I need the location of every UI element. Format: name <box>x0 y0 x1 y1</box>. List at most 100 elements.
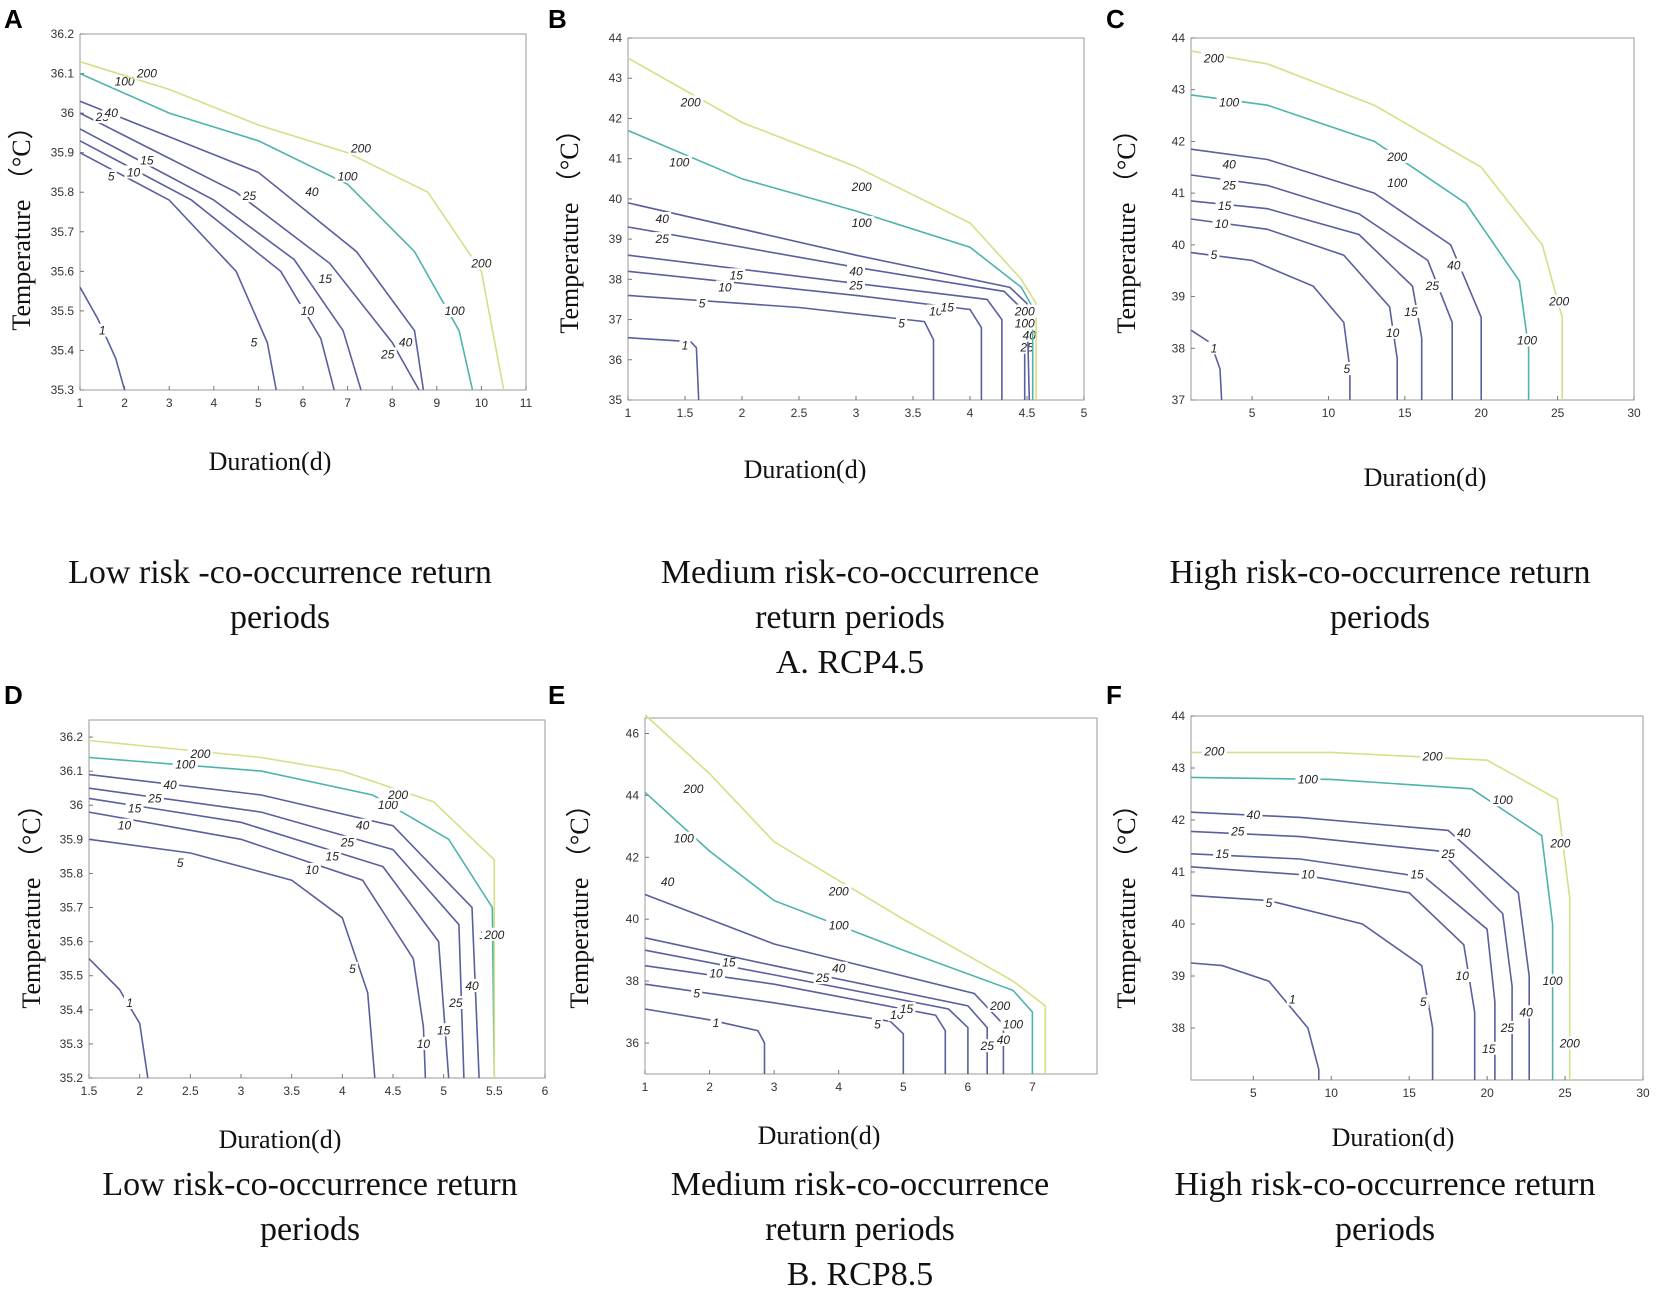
caption-C-line2: periods <box>1110 595 1650 640</box>
chart-panel-E: E1 2 3 4 5 6 736384042444615510101515252540404… <box>548 680 1097 1150</box>
y-tick-label: 41 <box>609 152 623 166</box>
caption-A-line1: Low risk -co-occurrence return <box>20 550 540 595</box>
x-axis-label-C: Duration(d) <box>1364 463 1487 492</box>
y-tick-label: 36.1 <box>60 764 84 778</box>
x-tick-label: 5 <box>900 1080 907 1094</box>
contour-label-100: 100 <box>445 304 465 318</box>
y-tick-label: 43 <box>1172 83 1186 97</box>
x-tick-label: 2.5 <box>791 406 808 420</box>
contour-label-10: 10 <box>1456 969 1470 983</box>
y-tick-label: 40 <box>609 192 623 206</box>
contour-label-40: 40 <box>1247 808 1261 822</box>
y-tick-label: 39 <box>1172 969 1186 983</box>
group-b-title: B. RCP8.5 <box>600 1252 1120 1297</box>
x-tick-label: 15 <box>1403 1086 1417 1100</box>
contour-label-1: 1 <box>682 339 689 353</box>
contour-label-100: 100 <box>1003 1017 1023 1031</box>
contour-label-200: 200 <box>989 999 1010 1013</box>
y-tick-label: 35.7 <box>60 901 84 915</box>
x-tick-label: 4 <box>967 406 974 420</box>
x-tick-label: 30 <box>1636 1086 1650 1100</box>
x-tick-label: 6 <box>542 1084 549 1098</box>
y-tick-label: 42 <box>609 111 623 125</box>
contour-label-200: 200 <box>1559 1037 1580 1051</box>
x-tick-label: 2.5 <box>182 1084 199 1098</box>
contour-label-100: 100 <box>338 169 358 183</box>
contour-label-15: 15 <box>1404 305 1418 319</box>
contour-label-100: 100 <box>669 156 689 170</box>
y-tick-label: 46 <box>626 726 640 740</box>
contour-label-15: 15 <box>900 1002 914 1016</box>
contour-label-100: 100 <box>1387 176 1407 190</box>
y-tick-label: 35.4 <box>51 343 75 357</box>
contour-label-100: 100 <box>1219 96 1239 110</box>
y-tick-label: 35.5 <box>51 304 75 318</box>
contour-label-200: 200 <box>1014 305 1035 319</box>
x-tick-label: 5 <box>1081 406 1088 420</box>
x-tick-label: 15 <box>1398 406 1412 420</box>
contour-label-25: 25 <box>1230 824 1245 838</box>
y-tick-label: 36 <box>70 798 84 812</box>
chart-panel-B: B1 1.5 2 2.5 3 3.5 4 4.5 53536373839404142434415… <box>548 4 1088 484</box>
y-axis-label-F: Temperature （°C） <box>1112 791 1141 1008</box>
x-tick-label: 4 <box>210 396 217 410</box>
y-tick-label: 36.2 <box>60 730 84 744</box>
y-tick-label: 35.3 <box>60 1037 84 1051</box>
x-tick-label: 1 <box>77 396 84 410</box>
x-tick-label: 5.5 <box>486 1084 503 1098</box>
y-tick-label: 42 <box>626 850 640 864</box>
x-tick-label: 5 <box>440 1084 447 1098</box>
contour-label-40: 40 <box>1457 826 1471 840</box>
contour-label-5: 5 <box>108 169 115 183</box>
contour-label-200: 200 <box>1422 750 1443 764</box>
plot-frame-A <box>80 34 526 390</box>
x-tick-label: 4 <box>339 1084 346 1098</box>
contour-label-15: 15 <box>326 849 340 863</box>
contour-label-40: 40 <box>1023 329 1037 343</box>
contour-label-40: 40 <box>105 106 119 120</box>
y-tick-label: 35.3 <box>51 383 75 397</box>
x-tick-label: 6 <box>300 396 307 410</box>
x-tick-label: 20 <box>1475 406 1489 420</box>
contour-label-5: 5 <box>349 962 356 976</box>
y-tick-label: 35.5 <box>60 969 84 983</box>
contour-label-200: 200 <box>1548 295 1569 309</box>
contour-label-200: 200 <box>136 67 157 81</box>
y-tick-label: 40 <box>1172 917 1186 931</box>
contour-label-100: 100 <box>1298 772 1318 786</box>
y-tick-label: 35.4 <box>60 1003 84 1017</box>
caption-C-line1: High risk-co-occurrence return <box>1110 550 1650 595</box>
contour-label-200: 200 <box>682 782 703 796</box>
caption-F: High risk-co-occurrence return periods <box>1120 1162 1650 1252</box>
y-axis-label-E: Temperature （°C） <box>565 791 594 1008</box>
contour-label-25: 25 <box>147 791 162 805</box>
y-tick-label: 35.8 <box>51 185 75 199</box>
y-tick-label: 35.9 <box>51 146 75 160</box>
y-tick-label: 43 <box>1172 761 1186 775</box>
caption-D-line2: periods <box>50 1207 570 1252</box>
x-tick-label: 11 <box>520 396 533 410</box>
y-tick-label: 41 <box>1172 186 1186 200</box>
contour-label-5: 5 <box>898 317 905 331</box>
caption-B: Medium risk-co-occurrence return periods… <box>590 550 1110 685</box>
contour-label-25: 25 <box>655 232 670 246</box>
contour-label-1: 1 <box>1289 992 1296 1006</box>
caption-F-line2: periods <box>1120 1207 1650 1252</box>
contour-label-100: 100 <box>1015 317 1035 331</box>
x-tick-label: 1.5 <box>677 406 694 420</box>
x-tick-label: 3 <box>166 396 173 410</box>
x-tick-label: 30 <box>1627 406 1641 420</box>
y-axis-label-D: Temperature （°C） <box>17 791 46 1008</box>
contour-label-1: 1 <box>713 1016 720 1030</box>
x-tick-label: 2 <box>739 406 746 420</box>
contour-label-200: 200 <box>350 142 371 156</box>
x-tick-label: 6 <box>965 1080 972 1094</box>
contour-label-200: 200 <box>483 928 504 942</box>
contour-label-25: 25 <box>1019 341 1034 355</box>
panel-letter-B: B <box>548 4 567 34</box>
y-tick-label: 35.9 <box>60 832 84 846</box>
contour-label-40: 40 <box>661 875 675 889</box>
contour-label-200: 200 <box>851 180 872 194</box>
contour-label-15: 15 <box>1218 199 1232 213</box>
contour-label-25: 25 <box>1440 847 1455 861</box>
